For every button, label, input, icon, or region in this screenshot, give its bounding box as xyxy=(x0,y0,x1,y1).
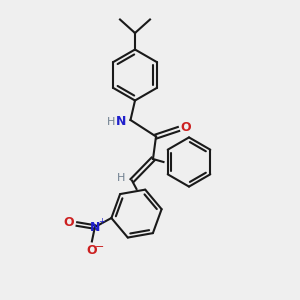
Text: H: H xyxy=(117,172,126,183)
Text: H: H xyxy=(107,117,115,128)
Text: +: + xyxy=(98,217,105,226)
Text: N: N xyxy=(90,220,100,233)
Text: O: O xyxy=(63,216,74,229)
Text: N: N xyxy=(116,115,127,128)
Text: O: O xyxy=(87,244,97,257)
Text: −: − xyxy=(95,242,104,251)
Text: O: O xyxy=(181,121,191,134)
